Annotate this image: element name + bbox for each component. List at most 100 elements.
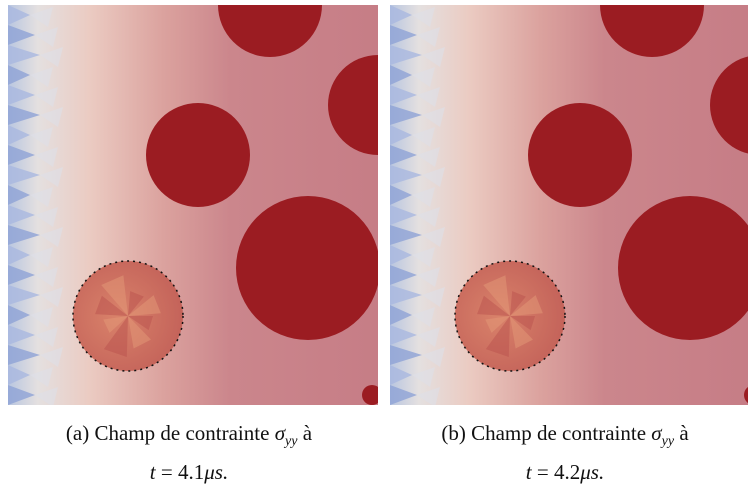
mesh-element bbox=[422, 347, 445, 367]
mesh-element bbox=[485, 316, 510, 357]
mesh-element bbox=[417, 327, 440, 347]
mesh-element bbox=[390, 345, 422, 365]
caption-variable: t bbox=[525, 460, 532, 485]
mesh-element bbox=[390, 305, 412, 325]
mesh-element bbox=[390, 165, 422, 185]
mesh-element bbox=[128, 291, 144, 316]
mesh-element bbox=[8, 65, 30, 85]
mesh-element bbox=[35, 147, 58, 167]
mesh-element bbox=[128, 316, 153, 331]
mesh-element bbox=[417, 147, 440, 167]
mesh-element bbox=[422, 107, 445, 127]
mesh-element bbox=[8, 305, 30, 325]
caption-equals: = bbox=[536, 460, 549, 485]
inclusion bbox=[600, 5, 704, 57]
mesh-element bbox=[30, 367, 53, 387]
mesh-element bbox=[8, 265, 35, 285]
mesh-element bbox=[40, 227, 63, 247]
mesh-element bbox=[417, 387, 440, 405]
caption-time: 4.1 bbox=[177, 460, 205, 485]
mesh-element bbox=[390, 245, 412, 265]
caption-time: 4.2 bbox=[553, 460, 581, 485]
mesh-element bbox=[8, 25, 35, 45]
mesh-element bbox=[390, 105, 422, 125]
mesh-element bbox=[35, 267, 58, 287]
mesh-element bbox=[40, 287, 63, 307]
mesh-element bbox=[390, 285, 422, 305]
mesh-element bbox=[8, 325, 35, 345]
inclusion bbox=[618, 196, 748, 340]
mesh-element bbox=[40, 47, 63, 67]
mesh-element bbox=[422, 287, 445, 307]
inclusion bbox=[744, 387, 748, 403]
mesh-element bbox=[30, 7, 53, 27]
mesh-element bbox=[8, 185, 30, 205]
mesh-element bbox=[390, 385, 417, 405]
mesh-element bbox=[390, 125, 412, 145]
mesh-element bbox=[510, 316, 533, 349]
inclusion bbox=[528, 103, 632, 207]
mesh-element bbox=[417, 267, 440, 287]
caption-unit: μs. bbox=[204, 460, 229, 485]
mesh-element bbox=[40, 347, 63, 367]
mesh-element bbox=[40, 167, 63, 187]
mesh-element bbox=[390, 145, 417, 165]
mesh-element bbox=[417, 207, 440, 227]
caption-text: Champ de contrainte bbox=[471, 421, 647, 445]
inclusion bbox=[236, 196, 378, 340]
mesh-element bbox=[510, 291, 526, 316]
mesh-element bbox=[390, 5, 412, 25]
caption-text: à bbox=[679, 421, 689, 445]
mesh-element bbox=[390, 45, 422, 65]
simulation-images bbox=[8, 5, 748, 405]
caption-symbol: σ bbox=[274, 421, 286, 445]
mesh-element bbox=[35, 87, 58, 107]
inclusion bbox=[146, 103, 250, 207]
mesh-element bbox=[101, 275, 128, 316]
mesh-element bbox=[35, 207, 58, 227]
caption-a: (a) Champ de contrainte σyy à t = 4.1μs. bbox=[4, 418, 374, 487]
mesh-element bbox=[8, 345, 40, 365]
mesh-element bbox=[390, 265, 417, 285]
caption-equals: = bbox=[160, 460, 173, 485]
caption-label: (a) bbox=[65, 421, 90, 445]
mesh-element bbox=[128, 295, 161, 316]
mesh-element bbox=[8, 125, 30, 145]
mesh-element bbox=[417, 87, 440, 107]
mesh-element bbox=[8, 105, 40, 125]
caption-variable: t bbox=[149, 460, 156, 485]
mesh-element bbox=[412, 187, 435, 207]
inclusion bbox=[710, 56, 748, 154]
mesh-element bbox=[422, 47, 445, 67]
mesh-element bbox=[35, 27, 58, 47]
caption-b: (b) Champ de contrainte σyy à t = 4.2μs. bbox=[380, 418, 748, 487]
mesh-element bbox=[8, 85, 35, 105]
mesh-element bbox=[8, 225, 40, 245]
mesh-element bbox=[8, 165, 40, 185]
mesh-element bbox=[30, 127, 53, 147]
mesh-element bbox=[103, 316, 128, 357]
mesh-element bbox=[412, 247, 435, 267]
mesh-element bbox=[35, 387, 58, 405]
mesh-element bbox=[390, 205, 417, 225]
caption-subscript: yy bbox=[661, 434, 675, 450]
caption-unit: μs. bbox=[580, 460, 605, 485]
mesh-element bbox=[8, 145, 35, 165]
caption-text: Champ de contrainte bbox=[94, 421, 270, 445]
mesh-element bbox=[390, 225, 422, 245]
mesh-element bbox=[412, 67, 435, 87]
mesh-element bbox=[8, 285, 40, 305]
mesh-element bbox=[30, 187, 53, 207]
mesh-element bbox=[477, 295, 510, 316]
mesh-element bbox=[390, 85, 417, 105]
mesh-element bbox=[30, 67, 53, 87]
mesh-element bbox=[8, 5, 30, 25]
mesh-element bbox=[485, 316, 510, 333]
mesh-element bbox=[390, 25, 417, 45]
mesh-element bbox=[128, 316, 151, 349]
caption-symbol: σ bbox=[651, 421, 662, 445]
mesh-element bbox=[412, 307, 435, 327]
caption-subscript: yy bbox=[285, 434, 298, 450]
mesh-element bbox=[412, 127, 435, 147]
